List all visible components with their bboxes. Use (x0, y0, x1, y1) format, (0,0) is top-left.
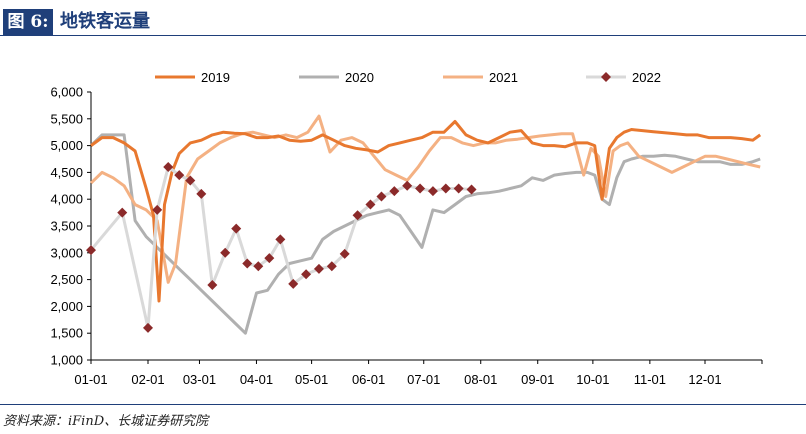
data-point-2022 (142, 322, 153, 333)
data-point-2022 (365, 199, 376, 210)
y-tick-label: 5,500 (50, 111, 83, 126)
data-point-2022 (301, 269, 312, 280)
x-tick-label: 11-01 (634, 372, 666, 387)
data-point-2022 (117, 207, 128, 218)
y-tick-label: 1,500 (50, 326, 83, 341)
data-point-2022 (440, 183, 451, 194)
data-point-2022 (313, 263, 324, 274)
data-point-2022 (163, 162, 174, 173)
data-point-2022 (264, 253, 275, 264)
source-note: 资料来源：iFinD、长城证券研究院 (3, 414, 209, 429)
series-line-2020 (89, 133, 761, 335)
y-tick-label: 6,000 (50, 85, 83, 100)
header-rule (0, 35, 806, 36)
x-tick-label: 07-01 (407, 372, 440, 387)
y-tick-label: 2,000 (50, 299, 83, 314)
y-tick-label: 1,000 (50, 353, 83, 368)
y-tick-label: 3,000 (50, 245, 83, 260)
legend-label-2020: 2020 (345, 70, 374, 85)
figure-title: 地铁客运量 (60, 11, 150, 32)
data-point-2022 (275, 234, 286, 245)
data-point-2022 (231, 223, 242, 234)
legend-label-2021: 2021 (489, 70, 518, 85)
y-tick-label: 5,000 (50, 138, 83, 153)
series-line-2019 (90, 120, 762, 303)
data-point-2022 (402, 180, 413, 191)
data-point-2022 (415, 183, 426, 194)
x-tick-label: 03-01 (183, 372, 216, 387)
x-tick-label: 12-01 (688, 372, 721, 387)
data-point-2022 (86, 245, 96, 256)
data-point-2022 (466, 184, 477, 195)
data-point-2022 (427, 186, 438, 197)
figure-number-label: 图 6: (3, 9, 53, 35)
legend-label-2019: 2019 (201, 70, 230, 85)
x-tick-label: 05-01 (295, 372, 328, 387)
data-point-2022 (288, 278, 299, 289)
data-point-2022 (376, 191, 387, 202)
data-point-2022 (174, 170, 185, 181)
data-point-2022 (242, 258, 253, 269)
data-point-2022 (207, 279, 218, 290)
x-tick-label: 02-01 (131, 372, 164, 387)
figure-header: 图 6: 地铁客运量 (0, 6, 806, 35)
footer-rule (0, 404, 806, 405)
x-tick-label: 04-01 (240, 372, 273, 387)
data-point-2022 (339, 248, 350, 259)
x-tick-label: 06-01 (352, 372, 385, 387)
y-tick-label: 4,000 (50, 192, 83, 207)
data-point-2022 (253, 261, 264, 272)
legend-label-2022: 2022 (632, 70, 661, 85)
legend-marker-2022 (601, 72, 611, 82)
data-point-2022 (352, 210, 363, 221)
y-tick-label: 4,500 (50, 165, 83, 180)
data-point-2022 (220, 247, 231, 258)
x-tick-label: 10-01 (576, 372, 609, 387)
y-tick-label: 3,500 (50, 219, 83, 234)
x-tick-label: 01-01 (74, 372, 107, 387)
data-point-2022 (326, 261, 337, 272)
data-point-2022 (185, 175, 196, 186)
x-tick-label: 09-01 (521, 372, 554, 387)
series-line-2021 (89, 114, 761, 284)
y-tick-label: 2,500 (50, 272, 83, 287)
data-point-2022 (453, 183, 464, 194)
data-point-2022 (152, 204, 163, 215)
x-tick-label: 08-01 (464, 372, 497, 387)
data-point-2022 (196, 188, 207, 199)
data-point-2022 (389, 186, 400, 197)
passenger-volume-chart: 1,000 1,500 2,000 2,500 3,000 3,500 4,000 4,500… (50, 70, 763, 387)
